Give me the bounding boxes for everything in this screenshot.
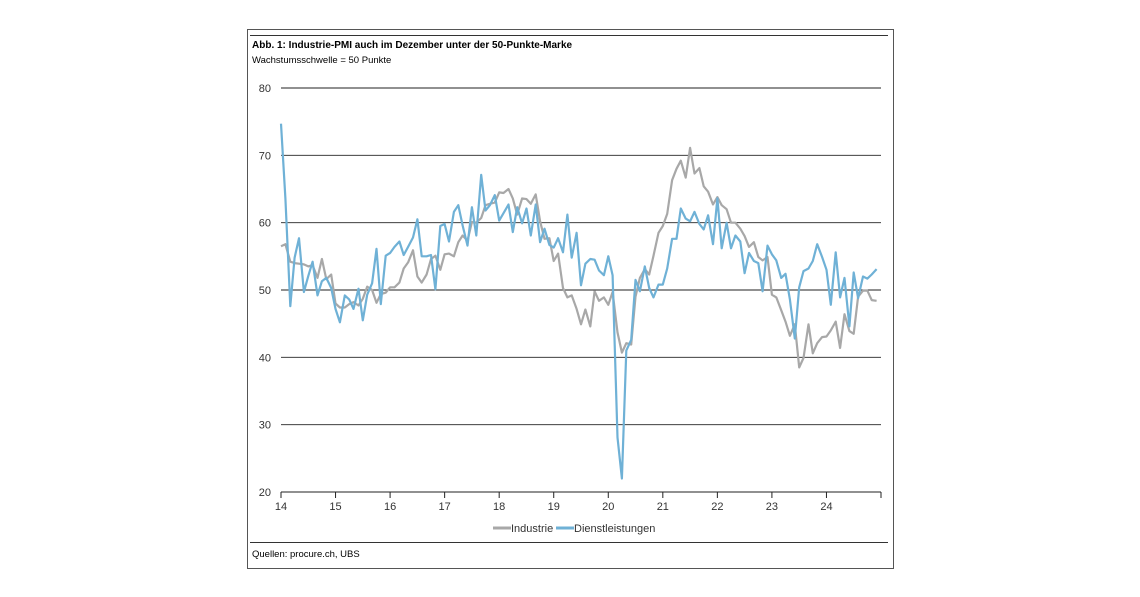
top-rule [250, 35, 888, 36]
gridlines [281, 87, 881, 426]
source-note: Quellen: procure.ch, UBS [252, 549, 360, 560]
legend-label-industrie: Industrie [511, 523, 553, 535]
legend-label-dienstleistungen: Dienstleistungen [574, 523, 655, 535]
x-tick-labels: 14 15 16 17 18 19 20 21 22 23 24 [275, 501, 833, 513]
x-tick-label: 24 [820, 501, 832, 513]
legend: Industrie Dienstleistungen [493, 523, 655, 535]
y-tick-label: 80 [259, 83, 271, 95]
series-lines [279, 123, 878, 480]
chart-subtitle: Wachstumsschwelle = 50 Punkte [252, 55, 392, 66]
y-axis: 20 30 40 50 60 70 80 [259, 83, 271, 499]
x-tick-label: 14 [275, 501, 287, 513]
x-tick-label: 18 [493, 501, 505, 513]
x-axis [280, 491, 882, 498]
y-tick-label: 60 [259, 218, 271, 230]
x-tick-label: 19 [548, 501, 560, 513]
x-tick-label: 16 [384, 501, 396, 513]
y-tick-label: 70 [259, 150, 271, 162]
bottom-rule [250, 542, 888, 543]
y-tick-label: 30 [259, 420, 271, 432]
y-tick-label: 20 [259, 487, 271, 499]
y-tick-label: 50 [259, 285, 271, 297]
x-tick-label: 15 [329, 501, 341, 513]
x-tick-label: 20 [602, 501, 614, 513]
y-tick-label: 40 [259, 352, 271, 364]
x-tick-label: 22 [711, 501, 723, 513]
chart-title: Abb. 1: Industrie-PMI auch im Dezember u… [252, 40, 573, 51]
series-line-dienstleistungen [279, 123, 878, 480]
x-tick-label: 23 [766, 501, 778, 513]
x-tick-label: 17 [439, 501, 451, 513]
x-tick-label: 21 [657, 501, 669, 513]
